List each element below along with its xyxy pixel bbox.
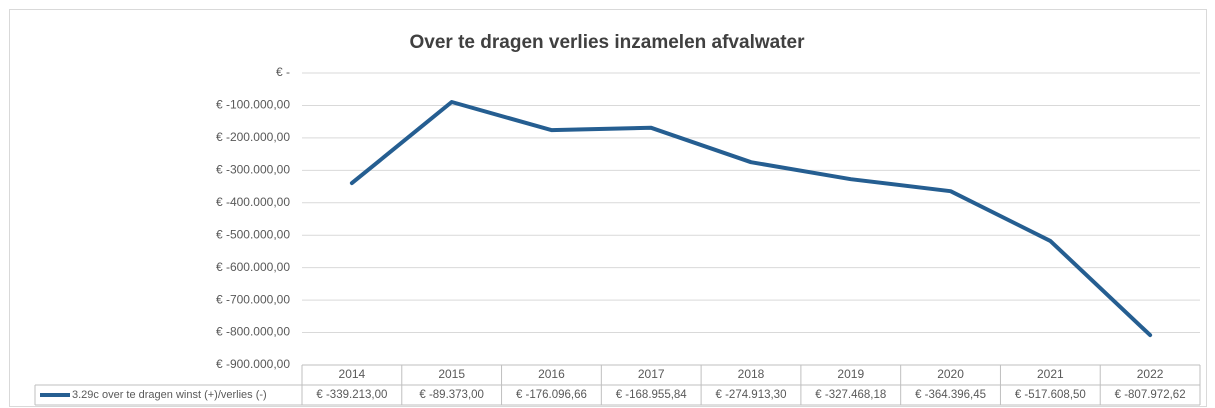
y-tick-label: € - [276, 65, 290, 79]
chart-title: Over te dragen verlies inzamelen afvalwa… [410, 32, 806, 53]
x-tick-label: 2022 [1137, 367, 1164, 381]
x-tick-label: 2014 [339, 367, 366, 381]
x-tick-label: 2019 [837, 367, 864, 381]
table-value: € -807.972,62 [1115, 389, 1186, 401]
y-tick-label: € -800.000,00 [216, 325, 290, 339]
x-tick-label: 2015 [438, 367, 465, 381]
table-value: € -176.096,66 [516, 389, 587, 401]
x-tick-label: 2021 [1037, 367, 1064, 381]
y-tick-label: € -900.000,00 [216, 357, 290, 371]
x-tick-label: 2020 [937, 367, 964, 381]
x-tick-label: 2016 [538, 367, 565, 381]
table-value: € -168.955,84 [616, 389, 688, 401]
table-value: € -364.396,45 [915, 389, 986, 401]
table-value: € -274.913,30 [716, 389, 787, 401]
y-tick-label: € -500.000,00 [216, 227, 290, 241]
chart-frame [9, 9, 1207, 407]
table-value: € -327.468,18 [815, 389, 886, 401]
y-tick-label: € -300.000,00 [216, 163, 290, 177]
table-value: € -339.213,00 [316, 389, 387, 401]
line-series [349, 100, 1153, 338]
table-value: € -89.373,00 [419, 389, 484, 401]
y-tick-label: € -700.000,00 [216, 292, 290, 306]
y-tick-label: € -100.000,00 [216, 98, 290, 112]
y-tick-label: € -400.000,00 [216, 195, 290, 209]
table-value: € -517.608,50 [1015, 389, 1086, 401]
x-tick-label: 2017 [638, 367, 665, 381]
x-tick-label: 2018 [738, 367, 765, 381]
y-tick-label: € -600.000,00 [216, 260, 290, 274]
y-tick-label: € -200.000,00 [216, 130, 290, 144]
legend-label: 3.29c over te dragen winst (+)/verlies (… [72, 389, 267, 401]
